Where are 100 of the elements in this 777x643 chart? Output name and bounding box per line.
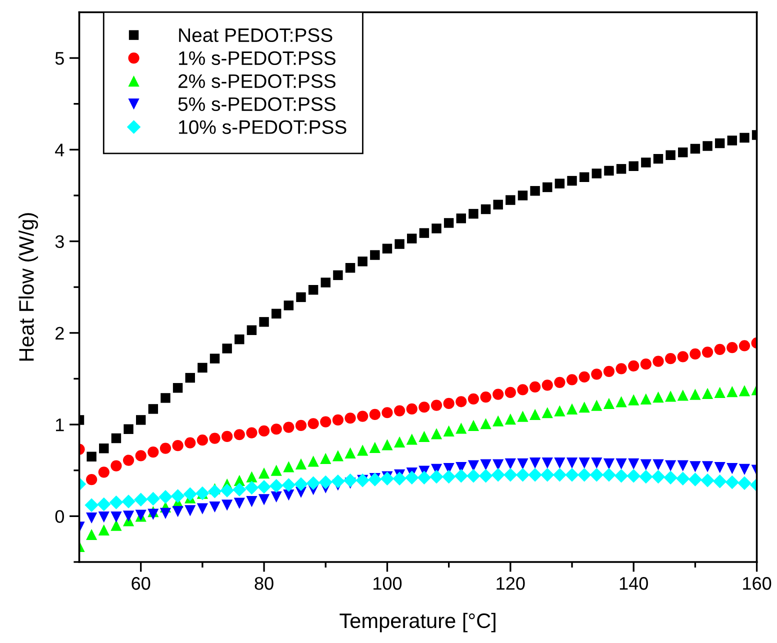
point — [700, 474, 714, 488]
point — [443, 425, 454, 437]
point — [677, 390, 688, 401]
point — [517, 458, 528, 470]
point — [468, 393, 480, 404]
point — [456, 214, 466, 224]
point — [296, 292, 306, 302]
point — [246, 471, 258, 482]
point — [566, 374, 578, 386]
point — [468, 208, 478, 219]
point — [172, 383, 183, 393]
point — [665, 353, 676, 364]
y-tick-label: 5 — [55, 52, 64, 65]
point — [602, 468, 616, 482]
point — [702, 461, 714, 472]
point — [406, 403, 418, 415]
point — [146, 492, 160, 506]
y-tick-label: 4 — [55, 144, 64, 156]
point — [308, 456, 319, 467]
point — [418, 430, 430, 442]
x-tick-label: 140 — [620, 577, 648, 590]
point — [283, 422, 294, 433]
point — [344, 412, 356, 424]
point — [283, 490, 294, 501]
point — [603, 366, 615, 377]
point — [172, 440, 184, 452]
point — [454, 468, 468, 483]
x-axis-title: Temperature [°C] — [340, 612, 496, 632]
point — [382, 244, 392, 254]
point — [714, 138, 725, 148]
point — [702, 346, 714, 358]
point — [664, 470, 678, 485]
point — [554, 457, 566, 469]
point — [491, 468, 505, 482]
point — [271, 308, 282, 319]
point — [530, 408, 541, 420]
point — [404, 470, 419, 485]
point — [468, 420, 480, 432]
point — [295, 458, 307, 470]
point — [456, 422, 467, 434]
point — [99, 444, 109, 454]
point — [357, 410, 368, 422]
point — [604, 166, 614, 176]
point — [234, 429, 245, 440]
point — [517, 384, 528, 396]
point — [320, 416, 332, 428]
point — [209, 432, 220, 444]
point — [726, 462, 738, 474]
point — [222, 500, 233, 511]
point — [690, 144, 700, 154]
point — [616, 458, 627, 470]
point — [628, 394, 640, 406]
point — [504, 386, 516, 398]
point — [86, 474, 98, 486]
point — [246, 325, 257, 336]
point — [332, 414, 344, 426]
point — [369, 408, 380, 420]
point — [554, 376, 566, 388]
point — [590, 468, 604, 482]
point — [158, 490, 172, 504]
point — [652, 391, 664, 403]
point — [591, 457, 602, 469]
point — [444, 218, 454, 228]
point — [676, 472, 690, 486]
point — [308, 418, 319, 430]
point — [456, 396, 467, 408]
point — [727, 136, 738, 146]
legend-label: 2% s-PEDOT:PSS — [178, 74, 336, 88]
point — [714, 386, 726, 398]
point — [688, 472, 702, 486]
point — [419, 228, 430, 238]
point — [430, 400, 442, 411]
point — [160, 393, 170, 403]
point — [628, 161, 638, 172]
point — [614, 468, 628, 483]
point — [331, 474, 345, 488]
point — [170, 489, 185, 503]
point — [295, 420, 307, 432]
x-tick-label: 80 — [254, 577, 274, 590]
point — [567, 176, 577, 186]
point — [579, 172, 590, 182]
point — [246, 496, 258, 508]
point — [380, 472, 394, 486]
point — [269, 479, 284, 493]
point — [122, 454, 134, 466]
point — [172, 506, 184, 518]
point — [196, 434, 208, 446]
point — [478, 468, 493, 483]
point — [603, 398, 615, 410]
point — [738, 340, 750, 352]
point — [122, 494, 136, 508]
point — [86, 528, 98, 540]
point — [345, 262, 356, 273]
point — [86, 452, 96, 462]
point — [640, 358, 652, 370]
point — [320, 278, 330, 288]
point — [320, 452, 332, 464]
point — [517, 410, 528, 422]
x-tick-label: 120 — [496, 577, 525, 590]
point — [257, 480, 271, 494]
